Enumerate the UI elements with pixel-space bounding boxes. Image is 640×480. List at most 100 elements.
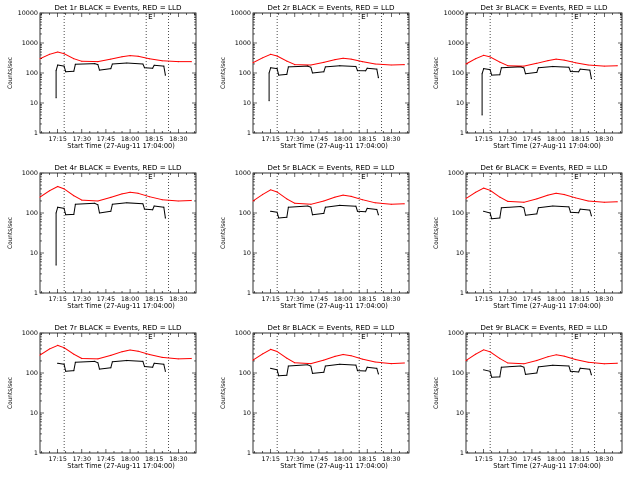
data-point [574,62,576,64]
data-point [307,65,309,67]
plot-frame [252,12,410,134]
x-tick-label: 17:45 [310,455,328,463]
data-point [286,198,288,200]
data-point [569,70,572,73]
data-point [323,359,325,361]
data-point [555,192,557,194]
data-point [268,72,270,74]
data-point [63,53,65,55]
data-point [74,361,76,363]
panel-title: Det 5r BLACK = Events, RED = LLD [267,163,395,172]
data-point [491,218,493,220]
data-point [339,363,341,365]
data-point [334,196,336,198]
data-point [137,55,139,57]
data-point [574,358,576,361]
lld-series-line [39,51,192,63]
data-point [324,365,326,367]
data-point [65,214,67,216]
data-point [361,199,363,201]
data-point [507,200,509,202]
data-point [523,207,525,209]
data-point [270,189,272,191]
e-marker: E [574,12,579,21]
events-series-line [483,364,592,378]
x-axis-label: Start Time (27-Aug-11 17:04:00) [67,462,175,470]
y-tick-label: 10 [456,249,464,257]
x-tick-label: 18:00 [334,455,352,463]
data-point [143,67,146,69]
data-point [310,203,312,205]
data-point [374,361,376,363]
data-point [366,207,368,209]
data-point [536,71,538,73]
data-point [499,74,501,76]
data-point [342,194,344,196]
data-point [276,350,278,353]
data-point [126,62,128,64]
data-point [55,212,57,214]
data-point [49,190,51,192]
y-tick-label: 10 [243,249,251,257]
data-point [403,203,405,205]
data-point [94,63,96,65]
data-point [142,360,144,362]
data-point [355,364,357,366]
detector-panel: Det 9r BLACK = Events, RED = LLD E 1 10 100 1… [426,320,639,480]
data-point [536,213,538,215]
data-point [356,210,359,212]
e-marker: E [361,332,366,341]
data-point [177,200,179,202]
x-tick-label: 18:30 [169,455,187,463]
data-point [307,364,309,366]
data-point [361,61,363,63]
x-tick-label: 17:45 [97,295,115,303]
data-point [276,191,278,193]
data-point [129,191,131,193]
data-point [262,353,264,355]
x-tick-label: 18:00 [334,135,352,143]
data-point [334,59,336,61]
data-point [603,363,605,365]
data-point [579,68,581,70]
detector-panel: Det 6r BLACK = Events, RED = LLD E 1 10 100 1… [426,160,639,320]
data-point [524,73,527,75]
x-tick-label: 17:30 [499,455,517,463]
data-point [569,211,572,213]
data-point [286,73,288,75]
data-point [483,187,485,189]
data-point [164,74,166,76]
data-point [536,198,538,200]
x-tick-label: 17:15 [261,455,279,463]
data-point [475,58,477,60]
data-point [137,350,139,352]
data-point [49,348,51,350]
data-point [342,353,344,356]
data-point [278,74,280,76]
data-point [97,200,99,202]
data-point [126,359,128,362]
y-tick-label: 10 [30,99,38,107]
data-point [465,197,467,200]
y-axis-label: Counts/sec [221,377,227,409]
data-point [365,370,367,372]
data-point [603,201,605,203]
data-point [355,65,357,68]
detector-panel: Det 3r BLACK = Events, RED = LLD E 1 10 100 1… [426,0,639,160]
y-tick-label: 100 [239,369,251,377]
data-point [536,359,538,362]
data-point [589,368,591,370]
e-marker: E [574,332,579,341]
data-point [563,193,565,196]
data-point [323,200,325,202]
data-point [311,214,314,216]
data-point [81,357,83,360]
events-series-line [268,65,379,101]
y-tick-label: 1000 [22,39,38,47]
x-tick-label: 18:15 [145,455,163,463]
y-axis-label: Counts/sec [221,217,227,249]
y-tick-label: 1000 [235,39,251,47]
x-tick-label: 18:30 [169,295,187,303]
data-point [97,362,99,364]
